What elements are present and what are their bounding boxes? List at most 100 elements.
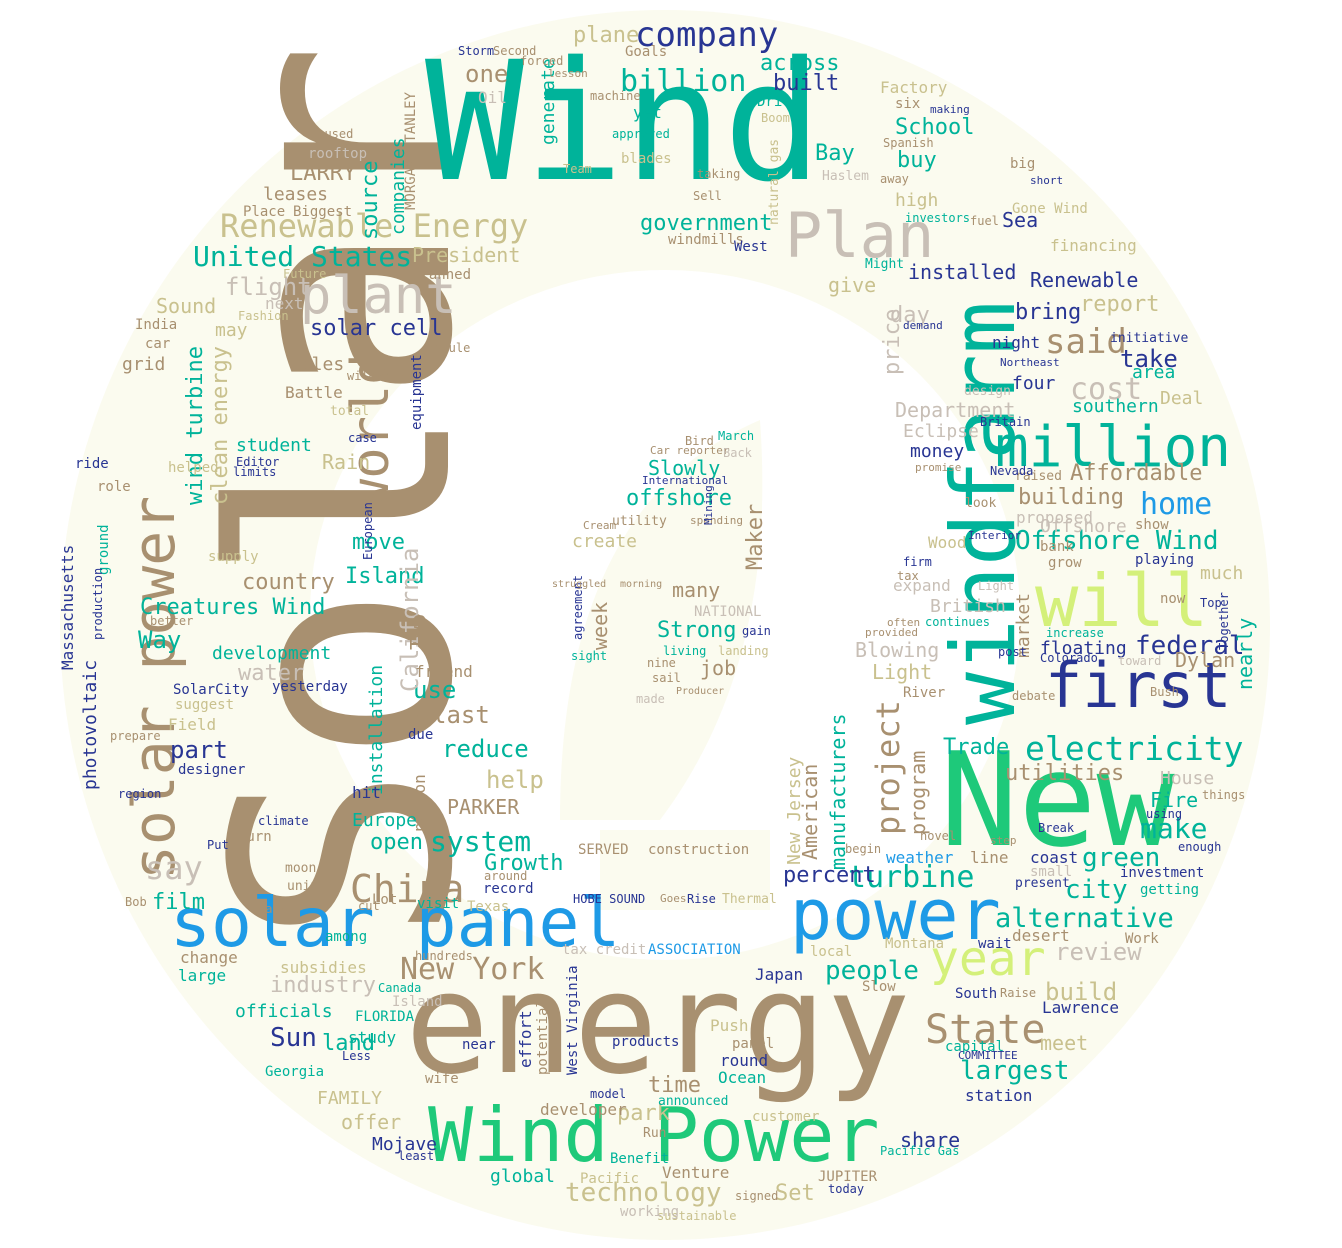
cloud-word: one [465,60,509,88]
cloud-word: nine [647,656,676,670]
cloud-word: Put [207,838,229,852]
cloud-word: Light [872,660,933,684]
cloud-word: make [1140,812,1208,845]
cloud-word: FLORIDA [355,1009,415,1025]
cloud-word: time [648,1073,701,1098]
cloud-word: getting [1140,882,1200,898]
cloud-word: yet [633,103,662,122]
cloud-word: source [358,160,383,240]
cloud-word: Raise [1000,986,1037,1000]
cloud-word: HOBE SOUND [573,892,646,906]
cloud-word: plane [573,23,640,48]
cloud-word: debate [1012,689,1056,703]
cloud-word: Goes [660,892,687,905]
cloud-word: leases [263,184,329,205]
cloud-word: energy [405,943,911,1106]
cloud-word: Way [138,626,182,654]
cloud-word: Planned [412,267,472,283]
cloud-word: morning [620,579,663,590]
cloud-word: job [700,656,737,680]
cloud-word: large [178,966,227,985]
cloud-word: today [828,1182,865,1196]
cloud-word: federal [1135,631,1245,661]
cloud-word: Fire [1150,788,1199,812]
cloud-word: MORGAN STANLEY [403,91,419,210]
cloud-word: Top [1200,596,1222,610]
cloud-word: Eclipse [903,421,979,442]
cloud-word: FAMILY [317,1088,383,1109]
cloud-word: look [965,496,997,511]
cloud-word: friend [415,662,473,681]
cloud-word: making [930,103,970,116]
cloud-word: panel [732,1036,775,1052]
cloud-word: SERVED [578,842,629,858]
cloud-word: tax credit [562,942,647,958]
cloud-word: grid [122,354,166,375]
cloud-word: built [773,71,840,96]
cloud-word: Drive [757,94,800,110]
cloud-word: West [734,239,768,255]
cloud-word: Two [406,613,430,650]
cloud-word: Team [563,162,592,176]
cloud-word: Japan [755,965,804,984]
cloud-word: Sell [693,189,722,203]
cloud-word: Future [283,267,327,281]
cloud-word: water [238,661,305,686]
cloud-word: region [118,787,162,801]
cloud-word: hundreds [415,949,473,963]
cloud-word: sight [571,649,608,663]
cloud-word: Goals [625,44,668,60]
cloud-word: government [640,211,773,236]
cloud-word: week [588,601,612,650]
cloud-word: Britain [980,415,1031,429]
cloud-word: River [903,685,946,701]
cloud-word: among [325,929,368,945]
cloud-word: fuel [970,214,999,228]
cloud-word: short [1030,174,1064,187]
cloud-word: record [483,881,534,897]
cloud-word: capital [945,1039,1005,1055]
cloud-word: help [486,766,544,794]
cloud-word: natural gas [767,138,782,225]
cloud-word: bank [1040,539,1074,555]
cloud-word: solar panel [170,884,621,963]
cloud-word: offer [341,1110,402,1134]
cloud-word: Bay [815,141,855,166]
cloud-word: School [895,115,975,140]
cloud-word: initiative [1110,331,1189,346]
cloud-word: million [995,415,1232,480]
cloud-word: Work [1125,931,1159,947]
cloud-word: student [236,435,312,456]
cloud-word: Northeast [1000,356,1060,369]
cloud-word: billion [620,64,747,99]
cloud-word: struggled [552,579,607,590]
cloud-word: day [890,303,930,328]
cloud-word: India [135,317,178,333]
cloud-word: Factory [880,78,948,97]
cloud-word: year [930,931,1046,987]
cloud-word: Break [1038,821,1075,835]
cloud-word: Field [168,715,217,734]
cloud-word: investment [1120,865,1205,881]
cloud-word: things [1202,788,1246,802]
cloud-word: bring [1015,300,1082,325]
cloud-word: demand [903,319,943,332]
cloud-word: Affordable [1070,461,1203,486]
cloud-word: sail [652,671,681,685]
cloud-word: Set [775,1181,815,1206]
cloud-word: Europe [352,810,418,831]
cloud-word: away [880,172,909,186]
cloud-word: unit [287,879,319,894]
cloud-word: cut [358,899,380,913]
cloud-word: southern [1072,396,1159,417]
cloud-word: PARKER [447,795,520,819]
cloud-word: Department [895,398,1016,422]
cloud-word: city [1065,875,1128,905]
cloud-word: Back [723,446,752,460]
cloud-word: Battle [285,383,343,402]
cloud-word: Spanish [883,136,934,150]
cloud-word: Montana [885,936,945,952]
cloud-word: Trade [943,735,1010,760]
cloud-word: New York [400,952,545,987]
